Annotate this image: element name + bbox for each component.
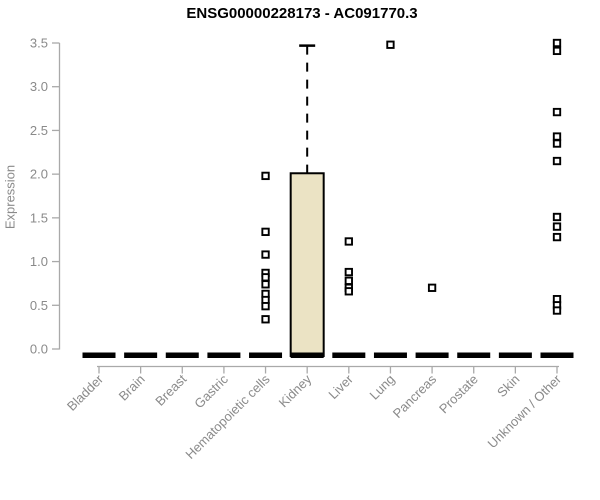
y-tick-label: 1.5 [30,210,48,225]
outlier-point [261,273,270,282]
flat-box [498,352,532,358]
box-lung [373,40,407,358]
flat-box [540,352,574,358]
outlier-point [552,222,562,231]
category-label: Bladder [64,371,107,414]
outlier-point [386,40,395,49]
y-axis: 0.0 0.5 1.0 1.5 2.0 2.5 3.0 3.5 [30,36,61,357]
box-hematopoietic-cells [249,171,283,358]
y-tick-label: 3.0 [30,79,48,94]
outlier-point [261,302,270,311]
category-label: Skin [494,372,522,400]
flat-box [82,352,116,358]
outlier-point [552,306,562,315]
box-rect [289,172,325,357]
y-tick-label: 0.5 [30,298,48,313]
outlier-point [552,139,562,148]
outlier-point [427,283,437,292]
flat-box [373,352,407,358]
box-unknown-other [540,38,574,358]
outlier-point [344,267,353,277]
flat-box [124,352,158,358]
category-label: Kidney [276,371,315,410]
box-breast [165,352,199,358]
y-tick-label: 1.0 [30,254,48,269]
outlier-point [261,280,270,289]
box-prostate [457,352,491,358]
box-gastric [207,352,241,358]
chart-title: ENSG00000228173 - AC091770.3 [186,5,418,22]
outlier-point [552,46,562,56]
outlier-point [552,156,562,166]
outlier-point [552,38,562,48]
category-label: Pancreas [390,371,440,421]
box-brain [124,352,158,358]
category-label: Lung [367,372,398,403]
outlier-point [261,171,270,181]
outlier-point [261,315,270,324]
category-label: Unknown / Other [485,371,565,451]
outlier-point [552,132,562,141]
category-label: Breast [152,371,189,408]
box-pancreas [415,283,449,358]
flat-box [415,352,449,358]
box-bladder [82,352,116,358]
flat-box [207,352,241,358]
outlier-point [344,237,353,246]
outlier-point [552,212,562,222]
outlier-point [552,107,562,117]
flat-box [165,352,199,358]
category-label: Gastric [191,371,231,411]
outlier-point [261,227,270,236]
flat-box [332,352,366,358]
flat-box [457,352,491,358]
y-tick-label: 0.0 [30,342,48,357]
outlier-point [344,276,353,285]
outlier-point [261,250,270,259]
category-label: Liver [325,371,356,402]
y-tick-label: 2.0 [30,167,48,182]
box-skin [498,352,532,358]
flat-box [249,352,283,358]
category-label: Prostate [436,372,481,417]
box-liver [332,237,366,358]
outlier-point [552,232,562,242]
y-tick-label: 2.5 [30,123,48,138]
box-kidney [289,44,325,358]
y-tick-label: 3.5 [30,36,48,51]
outlier-point [344,287,353,296]
median-line [290,352,324,358]
category-label: Brain [116,372,148,404]
